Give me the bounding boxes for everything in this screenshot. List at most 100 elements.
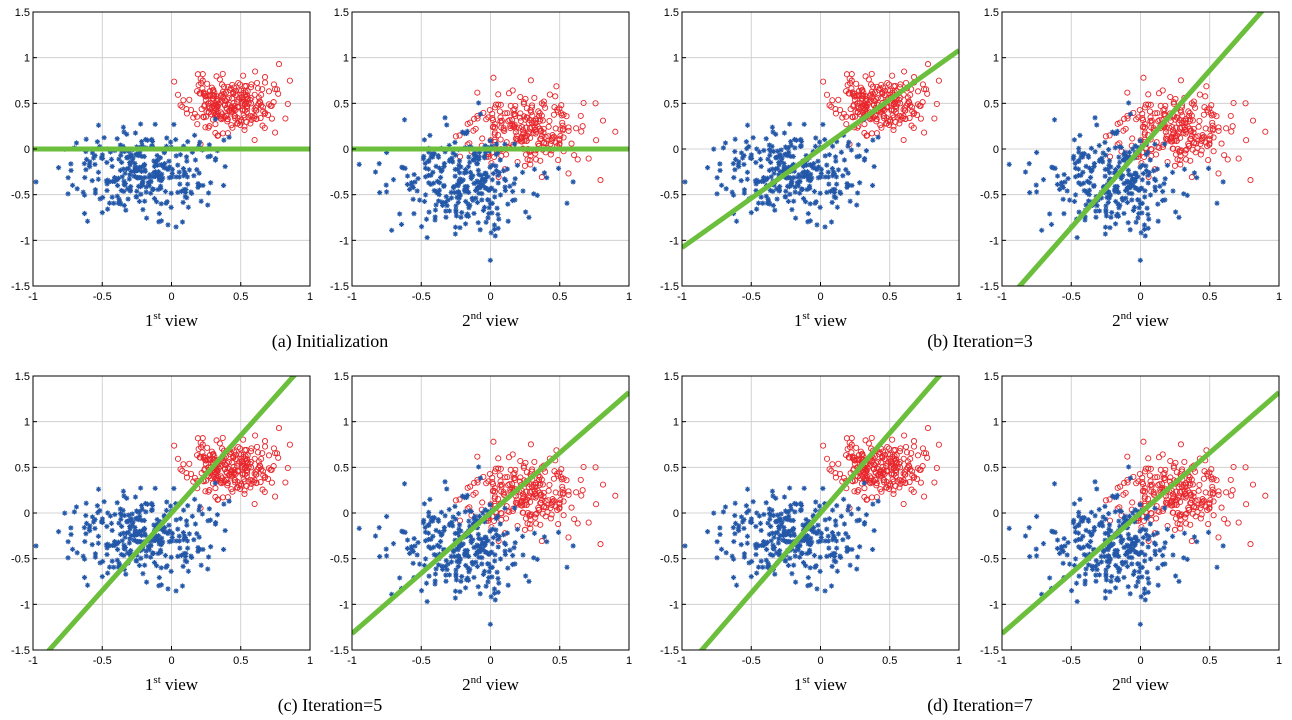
data-point-negative: [138, 485, 144, 491]
data-point-negative: [473, 155, 479, 162]
data-point-negative: [806, 183, 813, 189]
data-point-negative: [476, 535, 482, 541]
data-point-negative: [114, 557, 120, 563]
data-point-negative: [1114, 552, 1120, 558]
data-point-negative: [769, 488, 775, 494]
data-point-positive: [180, 461, 187, 468]
data-point-positive: [527, 516, 534, 523]
data-point-negative: [1081, 188, 1087, 194]
data-point-positive: [183, 106, 190, 113]
data-point-positive: [883, 120, 890, 127]
data-point-negative: [824, 526, 830, 532]
data-point-negative: [732, 512, 738, 519]
data-point-negative: [442, 115, 448, 121]
y-tick-label: 0.5: [334, 462, 349, 474]
data-point-negative: [1121, 574, 1127, 581]
data-point-negative: [1075, 172, 1082, 179]
data-point-positive: [923, 86, 930, 93]
data-point-negative: [1082, 214, 1088, 220]
data-point-positive: [592, 464, 599, 471]
data-point-negative: [446, 572, 453, 578]
x-tick-label: 0.5: [552, 655, 567, 667]
data-point-positive: [557, 496, 564, 504]
data-point-negative: [845, 534, 851, 540]
y-tick-label: -0.5: [330, 190, 349, 202]
data-point-negative: [1106, 191, 1112, 197]
data-point-negative: [488, 594, 494, 600]
data-point-negative: [127, 516, 133, 522]
data-point-negative: [482, 507, 488, 513]
data-point-negative: [1075, 530, 1082, 536]
data-point-positive: [1210, 148, 1217, 155]
data-point-positive: [873, 480, 880, 487]
data-point-negative: [811, 188, 818, 195]
data-point-positive: [552, 125, 559, 132]
data-point-negative: [436, 529, 443, 535]
data-point-positive: [1141, 484, 1148, 492]
data-point-negative: [455, 563, 461, 570]
data-point-positive: [531, 488, 538, 495]
y-tick-label: -0.5: [660, 190, 679, 202]
data-point-negative: [456, 158, 463, 164]
data-point-negative: [81, 161, 87, 167]
data-point-negative: [870, 137, 876, 143]
data-point-negative: [514, 526, 521, 532]
data-point-positive: [1171, 501, 1178, 508]
data-point-negative: [441, 182, 447, 189]
data-point-negative: [177, 516, 183, 522]
data-point-negative: [132, 494, 139, 500]
data-point-negative: [437, 544, 443, 550]
y-tick-label: 0.5: [664, 462, 679, 474]
data-point-negative: [783, 194, 789, 200]
data-point-negative: [773, 495, 779, 501]
data-point-negative: [1126, 535, 1132, 541]
data-point-negative: [213, 155, 219, 162]
data-point-negative: [81, 525, 87, 531]
data-point-positive: [517, 93, 524, 101]
data-point-positive: [1171, 162, 1178, 169]
data-point-positive: [1188, 112, 1195, 119]
data-point-positive: [1152, 474, 1159, 481]
data-point-negative: [480, 571, 487, 578]
data-point-negative: [1160, 561, 1166, 568]
data-point-positive: [1196, 91, 1203, 98]
data-point-negative: [1117, 523, 1123, 529]
data-point-negative: [146, 183, 152, 189]
data-point-negative: [820, 121, 826, 128]
data-point-negative: [714, 539, 720, 545]
data-point-negative: [1135, 538, 1141, 544]
y-tick-label: 1.5: [334, 371, 349, 383]
data-point-negative: [182, 553, 188, 560]
data-point-positive: [1206, 504, 1213, 511]
data-point-negative: [717, 167, 723, 174]
data-point-positive: [873, 476, 880, 483]
data-point-positive: [843, 113, 850, 120]
data-point-negative: [1129, 561, 1135, 567]
data-point-negative: [474, 161, 480, 167]
data-point-negative: [1141, 226, 1148, 232]
data-point-negative: [766, 199, 772, 205]
data-point-negative: [89, 150, 96, 156]
data-point-positive: [536, 506, 543, 513]
y-tick-label: -0.5: [330, 554, 349, 566]
data-point-negative: [443, 578, 449, 584]
data-point-negative: [1109, 573, 1115, 580]
data-point-negative: [132, 524, 138, 531]
data-point-negative: [1034, 513, 1040, 520]
data-point-positive: [933, 100, 940, 107]
data-point-negative: [479, 555, 485, 561]
data-point-negative: [180, 199, 186, 205]
data-point-negative: [487, 201, 493, 207]
data-point-negative: [771, 534, 777, 540]
data-point-negative: [822, 588, 828, 594]
data-point-negative: [462, 189, 468, 195]
data-point-negative: [95, 486, 102, 492]
data-point-positive: [919, 445, 926, 452]
data-point-negative: [184, 174, 191, 180]
data-point-negative: [158, 582, 164, 588]
data-point-negative: [127, 552, 133, 558]
data-point-negative: [826, 545, 832, 551]
data-point-negative: [175, 189, 181, 195]
data-point-positive: [1224, 156, 1231, 163]
data-point-positive: [1170, 100, 1177, 107]
